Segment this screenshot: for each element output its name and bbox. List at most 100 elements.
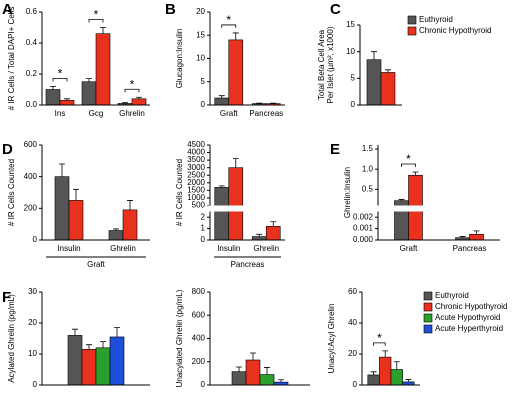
error-bar: [218, 185, 225, 188]
legend-swatch: [423, 291, 433, 301]
bar: [45, 89, 61, 106]
legend-label: Chronic Hypothyroid: [435, 302, 507, 311]
bar: [251, 236, 267, 241]
error-bar: [385, 69, 391, 73]
y-axis-label: Unacylated Ghrelin (pg/mL): [175, 289, 184, 387]
group-label: Pancreas: [231, 260, 265, 269]
legend-label: Euthyroid: [419, 15, 453, 24]
significance-bracket: [52, 78, 68, 82]
error-bar: [398, 199, 405, 201]
x-tick-label: Insulin: [57, 244, 80, 253]
bar: [265, 226, 281, 241]
y-tick-label: 400: [192, 334, 206, 343]
y-tick-label: 0: [351, 100, 356, 109]
significance-star: *: [377, 331, 382, 345]
panel-letter: C: [330, 1, 341, 18]
y-axis-label: # IR Cells / Total DAPI+ Cells: [7, 7, 16, 111]
y-tick-label: 0: [353, 380, 358, 389]
bar: [228, 167, 244, 241]
legend-swatch: [407, 15, 417, 25]
error-bar: [370, 371, 377, 375]
error-bar: [86, 78, 92, 82]
error-bar: [122, 102, 128, 104]
x-tick-label: Ghrelin: [110, 244, 136, 253]
y-tick-label: 1000: [187, 193, 205, 202]
bar: [95, 347, 111, 386]
panel-letter: A: [2, 1, 13, 18]
y-tick-label: 15: [346, 20, 355, 29]
significance-bracket: [88, 19, 104, 23]
error-bar: [100, 341, 106, 348]
significance-bracket: [401, 163, 416, 168]
bar: [108, 230, 124, 241]
y-tick-label: 800: [192, 287, 206, 296]
group-label: Graft: [87, 260, 106, 269]
legend-label: Acute Hypothyroid: [435, 313, 500, 322]
y-tick-label: 0: [201, 235, 206, 244]
significance-star: *: [406, 152, 411, 166]
y-tick-label: 2000: [187, 178, 205, 187]
x-tick-label: Ins: [55, 109, 66, 118]
panel-letter: D: [2, 141, 13, 158]
y-tick-label: 400: [24, 172, 38, 181]
bar: [379, 356, 392, 386]
error-bar: [371, 51, 377, 60]
bar: [245, 359, 261, 386]
y-tick-label: 1: [201, 224, 206, 233]
error-bar: [250, 352, 256, 361]
legend-label: Chronic Hypothyroid: [419, 26, 491, 35]
error-bar: [270, 221, 277, 227]
bar: [122, 209, 138, 241]
panel-letter: B: [165, 1, 176, 18]
bar: [366, 59, 382, 106]
legend-swatch: [423, 324, 433, 334]
y-axis-label: Glucagon:Insulin: [175, 29, 184, 89]
y-tick-label: 10: [346, 47, 355, 56]
significance-bracket: [124, 88, 140, 93]
y-tick-label: 0: [201, 100, 206, 109]
error-bar: [264, 367, 270, 375]
y-tick-label: 500: [192, 201, 206, 210]
error-bar: [113, 228, 119, 231]
error-bar: [127, 200, 133, 210]
bar: [469, 234, 484, 241]
y-tick-label: 3500: [187, 155, 205, 164]
axis-break: [374, 205, 500, 212]
error-bar: [136, 96, 142, 99]
error-bar: [236, 366, 242, 372]
x-tick-label: Pancreas: [453, 244, 487, 253]
error-bar: [64, 98, 70, 101]
x-tick-label: Gcg: [89, 109, 104, 118]
y-tick-label: 0.6: [26, 7, 38, 16]
bar: [81, 349, 97, 386]
legend-label: Acute Hyperthyroid: [435, 324, 503, 333]
y-axis-label: Total Beta Cell Area: [317, 29, 326, 100]
error-bar: [59, 163, 65, 177]
legend-label: Euthyroid: [435, 291, 469, 300]
error-bar: [459, 236, 466, 238]
bar: [214, 97, 230, 106]
bar: [68, 200, 84, 241]
y-tick-label: 200: [192, 357, 206, 366]
y-tick-label: 0: [33, 235, 38, 244]
y-tick-label: 200: [24, 203, 38, 212]
x-tick-label: Insulin: [217, 244, 240, 253]
y-tick-label: 10: [196, 54, 205, 63]
y-tick-label: 2: [201, 212, 206, 221]
y-tick-label: 1.0: [362, 164, 374, 173]
bar: [390, 369, 403, 386]
y-tick-label: 4500: [187, 140, 205, 149]
y-tick-label: 40: [348, 318, 357, 327]
y-axis-label: Per Islet (µm², x1000): [326, 26, 335, 103]
legend-swatch: [407, 26, 417, 36]
x-tick-label: Pancreas: [249, 109, 283, 118]
y-tick-label: 3000: [187, 163, 205, 172]
y-tick-label: 0: [201, 380, 206, 389]
error-bar: [50, 86, 56, 90]
y-axis-label: Unacyl:Acyl Ghrelin: [327, 304, 336, 374]
error-bar: [393, 361, 400, 370]
error-bar: [72, 328, 78, 336]
y-tick-label: 15: [196, 30, 205, 39]
bar: [259, 374, 275, 386]
y-tick-label: 5: [351, 73, 356, 82]
